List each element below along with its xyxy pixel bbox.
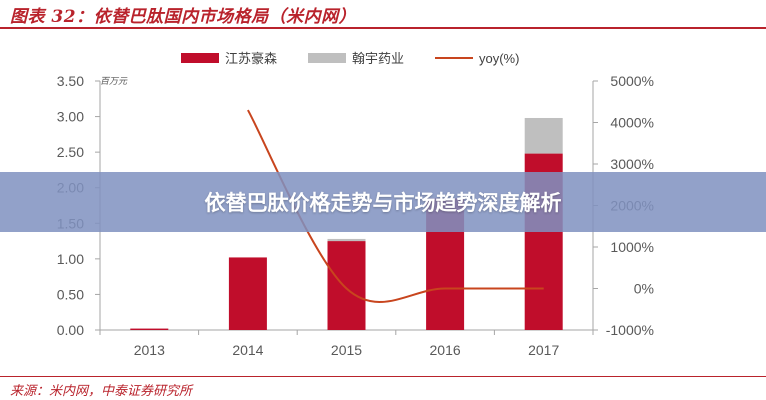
banner-text: 依替巴肽价格走势与市场趋势深度解析 [204, 191, 562, 215]
legend-hybio-label: 翰宇药业 [352, 51, 404, 66]
y2-tick-label: -1000% [606, 322, 654, 338]
y-tick-label: 3.00 [57, 109, 84, 125]
y-tick-label: 0.00 [57, 322, 84, 338]
y2-tick-label: 1000% [610, 239, 654, 255]
bar-jiangsu-hausen-2014 [228, 257, 267, 330]
x-tick-label: 2015 [331, 342, 362, 358]
x-tick-label: 2016 [430, 342, 461, 358]
bar-hybio-2017 [524, 117, 563, 154]
source-note: 来源：米内网，中泰证券研究所 [10, 384, 193, 399]
y2-tick-label: 4000% [610, 115, 654, 131]
overlay-banner: 依替巴肽价格走势与市场趋势深度解析 [0, 172, 766, 232]
bar-jiangsu-hausen-2015 [327, 241, 366, 330]
y2-tick-label: 3000% [610, 156, 654, 172]
legend-jiangsu-hausen-swatch [181, 53, 219, 63]
x-tick-label: 2013 [134, 342, 165, 358]
footer-divider [0, 376, 766, 377]
legend-hybio-swatch [308, 53, 346, 63]
y-axis-unit-label: 百万元 [100, 76, 128, 87]
chart-title: 图表 32：依替巴肽国内市场格局（米内网） [10, 7, 357, 27]
y-tick-label: 3.50 [57, 73, 84, 89]
y2-tick-label: 0% [634, 281, 654, 297]
y-tick-label: 0.50 [57, 286, 84, 302]
legend-jiangsu-hausen-label: 江苏豪森 [225, 51, 277, 66]
y-tick-label: 2.50 [57, 144, 84, 160]
x-tick-label: 2014 [232, 342, 263, 358]
title-divider [0, 27, 766, 29]
bar-hybio-2015 [327, 238, 366, 242]
x-tick-label: 2017 [528, 342, 559, 358]
y-tick-label: 1.00 [57, 251, 84, 267]
y2-tick-label: 5000% [610, 73, 654, 89]
bar-jiangsu-hausen-2013 [130, 328, 169, 330]
legend-yoy-label: yoy(%) [479, 51, 519, 66]
